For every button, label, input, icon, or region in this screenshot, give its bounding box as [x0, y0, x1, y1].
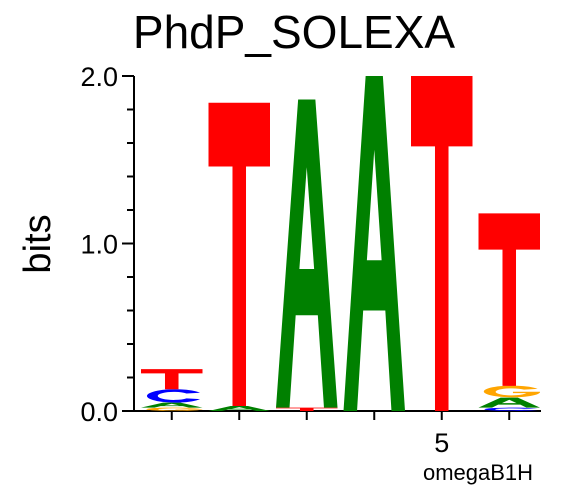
y-axis: 0.0 1.0 2.0	[80, 62, 135, 427]
logo-letter-G-pos1	[146, 407, 203, 411]
y-tick-label: 1.0	[80, 230, 118, 260]
logo-letter-A-pos3	[276, 99, 338, 408]
logo-letter-T-pos1	[141, 369, 203, 390]
x-axis: 5	[134, 410, 541, 458]
logo-letter-C-pos1	[146, 389, 201, 403]
logo-letter-A-pos4	[343, 76, 405, 411]
logo-letter-T-pos5	[411, 76, 473, 411]
y-axis-label: bits	[17, 214, 59, 273]
logo-letter-T-pos2	[208, 102, 270, 406]
logo-letter-A-pos6	[478, 397, 540, 408]
y-tick-label: 2.0	[80, 62, 118, 92]
logo-letter-T-pos3	[276, 407, 338, 411]
logo-letter-A-pos1	[141, 402, 203, 408]
x-tick-label: 5	[434, 428, 449, 458]
logo-letter-T-pos6	[478, 213, 540, 386]
y-tick-label: 0.0	[80, 397, 118, 427]
logo-letter-C-pos6	[484, 407, 538, 411]
x-axis-label: omegaB1H	[423, 460, 533, 485]
logo-letter-A-pos2	[208, 405, 270, 411]
chart-title: PhdP_SOLEXA	[133, 6, 456, 58]
logo-stacks	[141, 76, 540, 411]
logo-letter-G-pos6	[483, 385, 540, 398]
